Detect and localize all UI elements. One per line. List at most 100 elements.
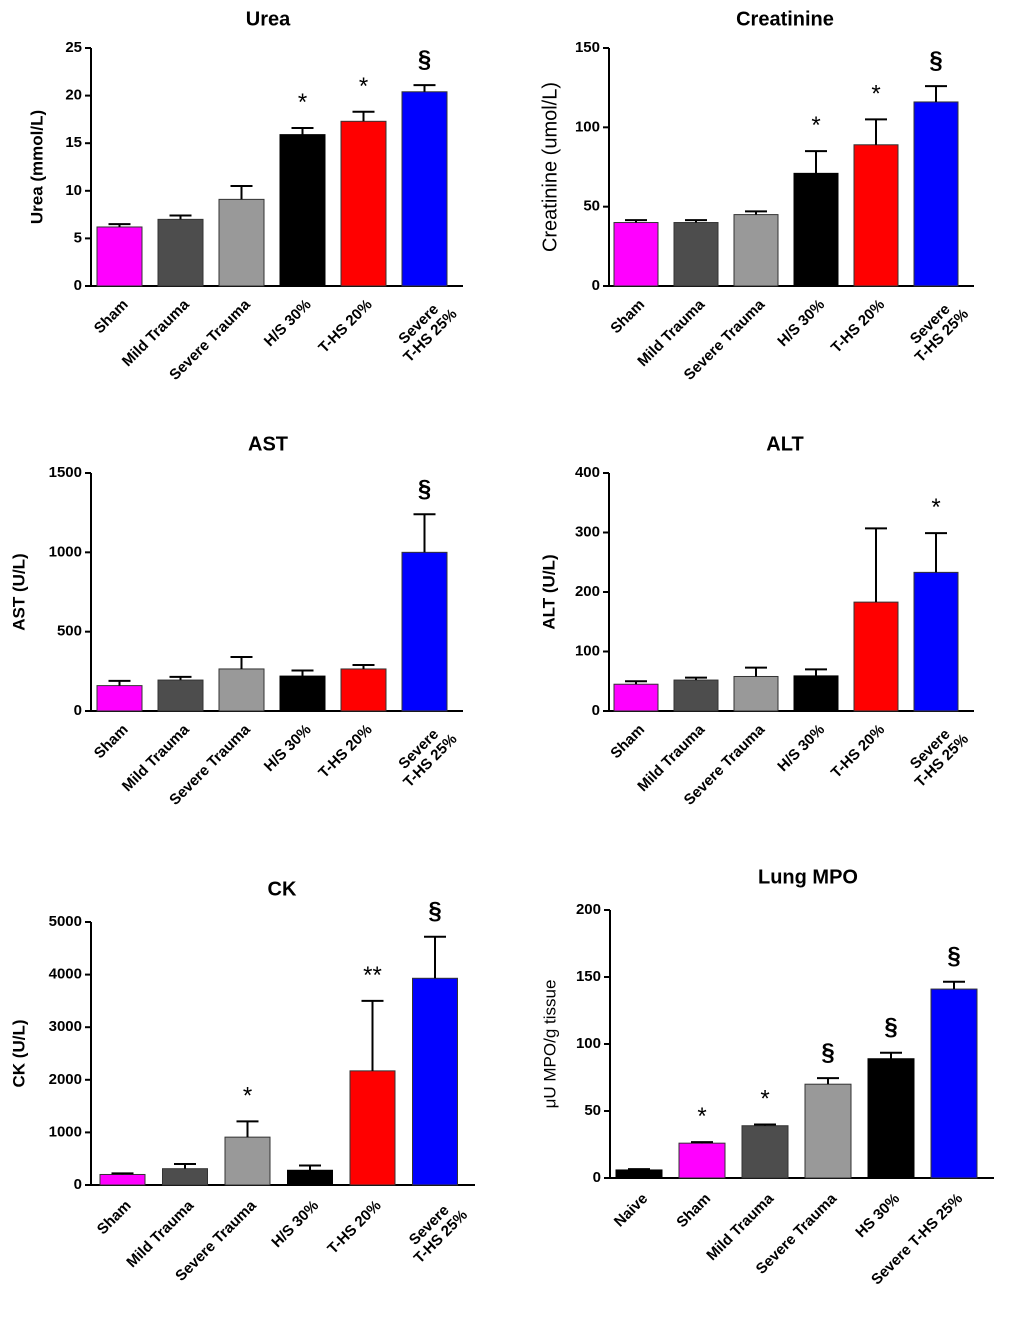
significance-marker: § bbox=[821, 1039, 834, 1066]
y-tick-label: 150 bbox=[576, 968, 601, 985]
y-tick-label: 100 bbox=[575, 118, 600, 135]
y-tick-label: 50 bbox=[584, 1102, 601, 1119]
y-tick-label: 5000 bbox=[49, 913, 82, 930]
bar bbox=[218, 198, 265, 287]
bar bbox=[287, 1169, 333, 1186]
x-tick-label: SevereT-HS 25% bbox=[399, 1195, 471, 1267]
y-axis-label: μU MPO/g tissue bbox=[540, 980, 559, 1109]
chart-creatinine: Creatinine Creatinine (umol/L) 0 50 100 150 Sh… bbox=[539, 8, 974, 384]
significance-marker: § bbox=[929, 47, 942, 74]
x-tick-label: Sham bbox=[94, 1197, 135, 1238]
y-tick-label: 0 bbox=[592, 702, 600, 719]
significance-marker: § bbox=[947, 943, 960, 970]
significance-marker: § bbox=[884, 1014, 897, 1041]
bar bbox=[157, 679, 204, 712]
bar bbox=[96, 685, 143, 712]
y-tick-label: 4000 bbox=[49, 966, 82, 983]
bar bbox=[99, 1173, 146, 1186]
bar bbox=[793, 675, 839, 712]
bar bbox=[401, 551, 448, 712]
significance-marker: * bbox=[243, 1082, 252, 1109]
bar bbox=[741, 1125, 789, 1179]
bar bbox=[613, 683, 659, 712]
bar bbox=[853, 144, 899, 287]
x-tick-label: SevereT-HS 25% bbox=[389, 294, 461, 366]
x-tick-label: T-HS 20% bbox=[315, 721, 375, 781]
bar bbox=[96, 226, 143, 287]
y-tick-label: 100 bbox=[575, 642, 600, 659]
y-tick-label: 400 bbox=[575, 464, 600, 481]
y-tick-label: 50 bbox=[583, 198, 600, 215]
bar bbox=[673, 222, 719, 287]
x-tick-label: SevereT-HS 25% bbox=[900, 294, 972, 366]
bar bbox=[930, 988, 978, 1179]
bar bbox=[804, 1083, 852, 1179]
significance-marker: * bbox=[931, 494, 940, 521]
bar bbox=[793, 172, 839, 287]
bar bbox=[162, 1168, 208, 1186]
chart-title: Urea bbox=[246, 8, 291, 30]
y-tick-label: 0 bbox=[74, 1176, 82, 1193]
y-tick-label: 500 bbox=[57, 623, 82, 640]
significance-marker: * bbox=[298, 89, 307, 116]
bar bbox=[279, 134, 326, 287]
y-tick-label: 0 bbox=[593, 1169, 601, 1186]
bar bbox=[615, 1169, 663, 1179]
bar bbox=[673, 679, 719, 712]
y-tick-label: 10 bbox=[65, 182, 82, 199]
bar bbox=[157, 218, 204, 287]
y-tick-label: 3000 bbox=[49, 1018, 82, 1035]
y-tick-label: 150 bbox=[575, 39, 600, 56]
y-axis-label: Urea (mmol/L) bbox=[27, 110, 46, 224]
y-tick-label: 1500 bbox=[49, 464, 82, 481]
chart-lung-mpo: Lung MPO μU MPO/g tissue 0 50 100 150 200 Naive… bbox=[540, 866, 994, 1288]
y-tick-label: 5 bbox=[74, 229, 82, 246]
y-tick-label: 20 bbox=[65, 87, 82, 104]
bar bbox=[279, 675, 326, 712]
x-tick-label: H/S 30% bbox=[774, 296, 828, 350]
x-tick-label: SevereT-HS 25% bbox=[389, 719, 461, 791]
x-tick-label: H/S 30% bbox=[261, 296, 315, 350]
significance-marker: * bbox=[760, 1086, 769, 1113]
x-tick-label: SevereT-HS 25% bbox=[900, 719, 972, 791]
y-axis-label: CK (U/L) bbox=[9, 1020, 28, 1088]
y-tick-label: 0 bbox=[592, 277, 600, 294]
x-tick-label: H/S 30% bbox=[268, 1197, 322, 1251]
x-tick-label: HS 30% bbox=[852, 1190, 903, 1241]
y-tick-label: 100 bbox=[576, 1035, 601, 1052]
y-axis-label: ALT (U/L) bbox=[539, 554, 558, 629]
x-tick-label: T-HS 20% bbox=[828, 721, 888, 781]
bar bbox=[613, 222, 659, 287]
significance-marker: * bbox=[871, 80, 880, 107]
bar bbox=[349, 1070, 396, 1186]
bar bbox=[412, 977, 458, 1186]
x-tick-label: Sham bbox=[673, 1190, 714, 1231]
bar bbox=[913, 571, 959, 712]
y-tick-label: 200 bbox=[575, 583, 600, 600]
bar bbox=[678, 1142, 726, 1179]
significance-marker: * bbox=[811, 112, 820, 139]
bar bbox=[867, 1058, 915, 1179]
bar bbox=[340, 120, 387, 287]
bar bbox=[218, 668, 265, 712]
y-tick-label: 25 bbox=[65, 39, 82, 56]
chart-title: AST bbox=[248, 433, 288, 455]
x-tick-label: Sham bbox=[91, 721, 132, 762]
x-tick-label: Naive bbox=[611, 1190, 651, 1230]
chart-title: ALT bbox=[766, 433, 803, 455]
chart-title: Lung MPO bbox=[758, 866, 858, 888]
significance-marker: § bbox=[418, 475, 431, 502]
significance-marker: ** bbox=[363, 962, 382, 989]
x-tick-label: T-HS 20% bbox=[315, 296, 375, 356]
bar bbox=[733, 675, 779, 712]
x-tick-label: H/S 30% bbox=[774, 721, 828, 775]
y-tick-label: 200 bbox=[576, 901, 601, 918]
y-axis-label: AST (U/L) bbox=[9, 553, 28, 630]
significance-marker: § bbox=[418, 46, 431, 73]
x-tick-label: T-HS 20% bbox=[828, 296, 888, 356]
chart-title: CK bbox=[268, 878, 297, 900]
bar bbox=[224, 1136, 271, 1186]
